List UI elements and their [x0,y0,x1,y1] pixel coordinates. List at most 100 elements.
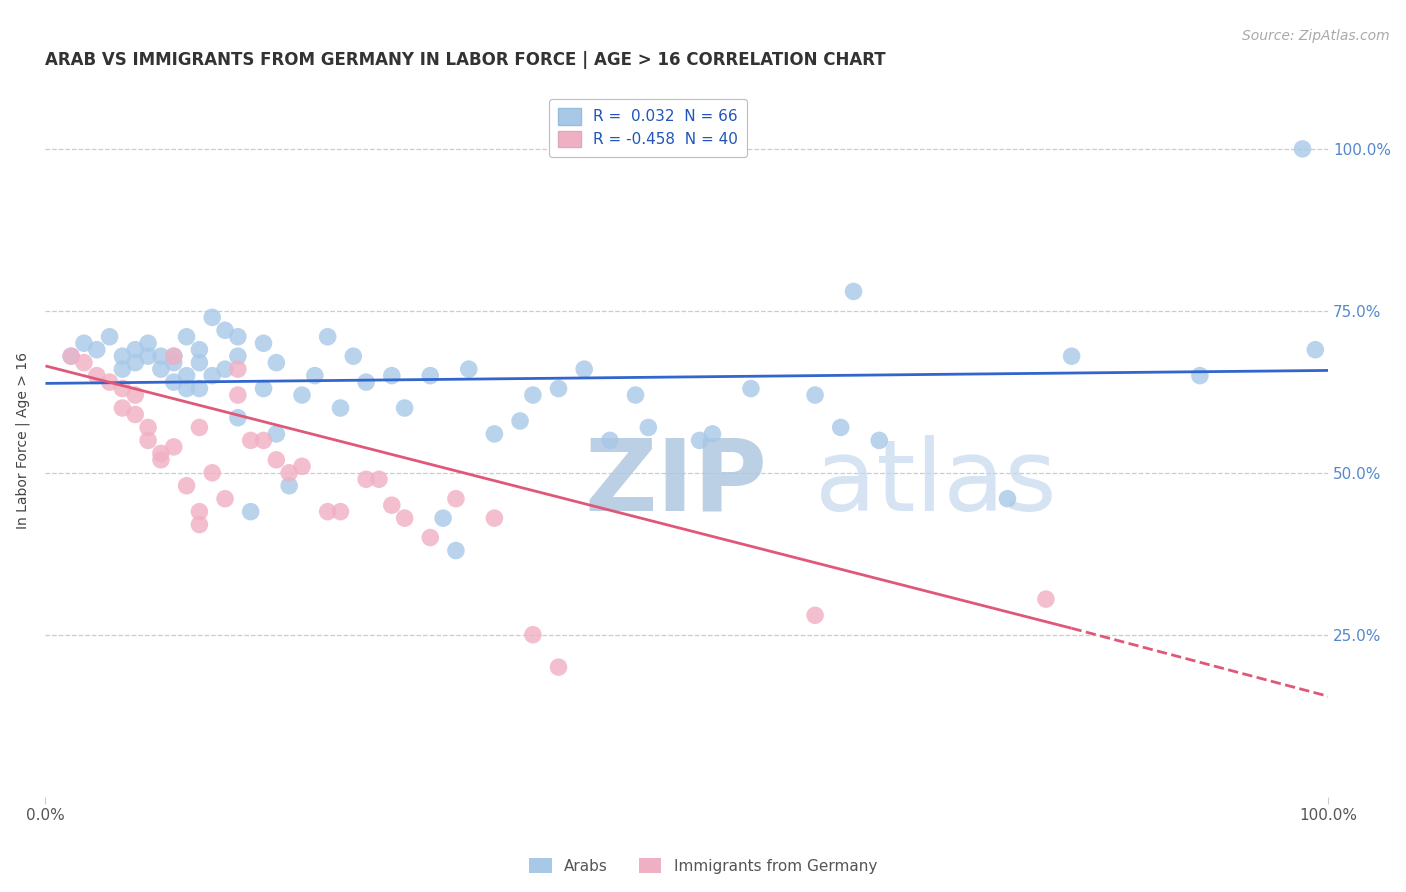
Text: ZIP: ZIP [583,434,768,532]
Point [1035,592,1057,607]
Point [226,330,249,344]
Point [136,434,159,448]
Point [124,388,146,402]
Point [111,362,134,376]
Point [316,505,339,519]
Point [86,368,108,383]
Point [60,349,83,363]
Point [124,356,146,370]
Point [149,446,172,460]
Point [252,434,274,448]
Point [624,388,647,402]
Point [1060,349,1083,363]
Point [136,349,159,363]
Point [329,505,352,519]
Point [432,511,454,525]
Point [368,472,391,486]
Point [381,368,404,383]
Point [226,388,249,402]
Point [201,466,224,480]
Point [637,420,659,434]
Point [547,660,569,674]
Point [804,608,827,623]
Point [304,368,326,383]
Point [98,330,121,344]
Point [86,343,108,357]
Point [98,375,121,389]
Point [214,491,236,506]
Point [381,498,404,512]
Point [278,466,301,480]
Point [188,343,211,357]
Point [188,505,211,519]
Point [740,382,762,396]
Point [226,362,249,376]
Point [176,368,198,383]
Point [111,401,134,415]
Point [124,408,146,422]
Point [214,323,236,337]
Point [278,479,301,493]
Legend: Arabs, Immigrants from Germany: Arabs, Immigrants from Germany [523,852,883,880]
Point [689,434,711,448]
Point [547,382,569,396]
Point [188,420,211,434]
Point [111,382,134,396]
Point [111,349,134,363]
Point [457,362,479,376]
Point [804,388,827,402]
Point [73,336,96,351]
Point [997,491,1019,506]
Point [868,434,890,448]
Point [73,356,96,370]
Legend: R =  0.032  N = 66, R = -0.458  N = 40: R = 0.032 N = 66, R = -0.458 N = 40 [550,99,748,157]
Point [188,356,211,370]
Point [149,453,172,467]
Point [522,388,544,402]
Point [201,310,224,325]
Point [136,336,159,351]
Point [188,517,211,532]
Point [830,420,852,434]
Point [484,511,506,525]
Point [252,336,274,351]
Point [214,362,236,376]
Point [291,459,314,474]
Point [444,543,467,558]
Point [599,434,621,448]
Point [291,388,314,402]
Point [239,505,262,519]
Point [176,382,198,396]
Point [419,531,441,545]
Point [394,511,416,525]
Text: Source: ZipAtlas.com: Source: ZipAtlas.com [1241,29,1389,43]
Point [176,330,198,344]
Point [419,368,441,383]
Point [266,426,288,441]
Point [354,472,377,486]
Point [176,479,198,493]
Point [163,349,186,363]
Point [702,426,724,441]
Point [60,349,83,363]
Point [342,349,364,363]
Point [266,356,288,370]
Point [226,410,249,425]
Point [484,426,506,441]
Point [316,330,339,344]
Point [201,368,224,383]
Point [149,362,172,376]
Text: ARAB VS IMMIGRANTS FROM GERMANY IN LABOR FORCE | AGE > 16 CORRELATION CHART: ARAB VS IMMIGRANTS FROM GERMANY IN LABOR… [45,51,886,69]
Point [226,349,249,363]
Point [188,382,211,396]
Point [1291,142,1313,156]
Point [329,401,352,415]
Point [163,440,186,454]
Point [842,285,865,299]
Point [252,382,274,396]
Text: atlas: atlas [815,434,1057,532]
Point [444,491,467,506]
Point [136,420,159,434]
Point [522,628,544,642]
Point [266,453,288,467]
